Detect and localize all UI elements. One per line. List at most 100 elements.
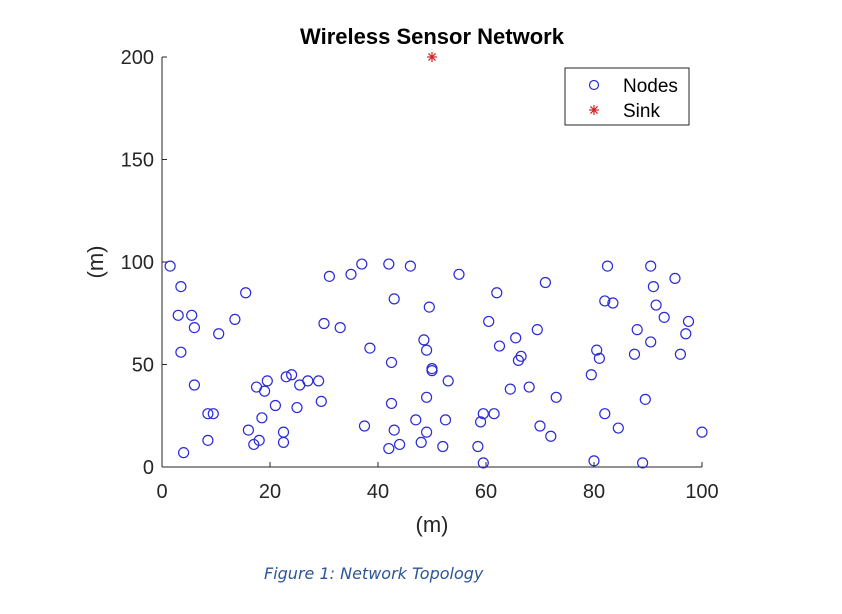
node-point (531, 324, 543, 336)
node-point (515, 350, 527, 362)
node-point (277, 426, 290, 438)
node-point (315, 395, 327, 407)
x-tick-label: 80 (583, 481, 605, 503)
node-point (202, 408, 214, 420)
node-point (269, 399, 281, 412)
node-point (202, 434, 214, 446)
scatter-chart: Wireless Sensor Network 0 20 40 60 80 100 0 50… (83, 24, 719, 537)
legend-sink-asterisk (589, 105, 599, 115)
y-tick-label: 50 (132, 355, 154, 377)
legend-sink-label: Sink (623, 101, 660, 122)
node-point (523, 381, 535, 393)
legend-sink-marker (589, 105, 599, 115)
node-point (302, 375, 314, 387)
node-point (477, 408, 489, 420)
node-point (256, 412, 268, 424)
node-point (442, 375, 454, 387)
node-point (253, 434, 265, 446)
node-point (601, 260, 614, 272)
node-point (404, 260, 416, 272)
node-point (488, 408, 500, 420)
node-point (696, 426, 708, 438)
node-point (385, 356, 398, 369)
node-point (639, 393, 651, 405)
node-point (358, 420, 371, 432)
node-point (439, 414, 452, 426)
node-point (599, 408, 611, 420)
node-point (669, 272, 681, 284)
node-point (259, 385, 271, 397)
node-point (493, 340, 506, 352)
node-point (410, 414, 422, 426)
node-point (674, 348, 687, 360)
node-point (388, 293, 400, 305)
node-point (534, 420, 546, 432)
node-point (280, 371, 292, 383)
x-axis-label: (m) (416, 512, 449, 537)
node-point (491, 287, 503, 299)
node-point (385, 397, 398, 410)
x-tick-label: 60 (475, 481, 497, 503)
node-point (172, 309, 184, 321)
x-tick-label: 40 (367, 481, 389, 503)
node-point (631, 324, 643, 336)
node-point (645, 336, 657, 348)
node-point (588, 455, 600, 467)
node-point (591, 344, 603, 356)
node-point (423, 301, 435, 313)
node-point (477, 457, 489, 469)
node-point (394, 438, 406, 451)
node-point (383, 258, 395, 270)
node-point (472, 440, 484, 453)
node-point (188, 379, 200, 391)
node-point (545, 430, 557, 442)
node-point (388, 424, 400, 436)
node-point (607, 297, 619, 309)
node-point (242, 424, 254, 436)
x-tick-label: 20 (259, 481, 281, 503)
node-point (415, 436, 427, 448)
node-point (175, 346, 187, 358)
node-point (213, 328, 225, 340)
node-point (334, 322, 346, 334)
legend-nodes-marker (588, 79, 600, 91)
y-axis-label: (m) (83, 246, 108, 279)
node-point (261, 375, 273, 387)
node-point (645, 260, 657, 272)
y-tick-label: 0 (143, 457, 154, 479)
node-point (323, 270, 335, 282)
node-point (175, 281, 187, 293)
node-point (318, 317, 330, 330)
node-point (364, 342, 376, 354)
node-point (207, 408, 219, 420)
node-point (612, 422, 624, 434)
y-ticks: 0 50 100 150 200 (121, 47, 167, 479)
node-point (539, 276, 552, 289)
node-point (178, 447, 190, 459)
node-point (658, 311, 670, 323)
node-point (421, 391, 433, 403)
node-point (356, 258, 368, 270)
legend-nodes-label: Nodes (623, 76, 678, 97)
x-tick-label: 100 (685, 481, 718, 503)
node-point (286, 369, 298, 381)
node-point (650, 299, 662, 311)
legend-box (564, 67, 690, 126)
node-point (550, 391, 562, 403)
node-point (437, 440, 449, 453)
y-tick-label: 200 (121, 47, 154, 69)
node-point (421, 426, 433, 438)
node-point (682, 315, 695, 328)
node-point (313, 375, 325, 387)
y-tick-label: 100 (121, 252, 154, 274)
data-points (164, 52, 708, 469)
node-point (186, 309, 198, 321)
node-point (504, 383, 516, 395)
legend: Nodes Sink (564, 67, 690, 126)
node-point (383, 442, 395, 455)
node-point (593, 352, 606, 364)
node-point (483, 315, 495, 328)
node-point (418, 334, 430, 346)
node-point (636, 457, 649, 469)
node-point (277, 436, 290, 448)
